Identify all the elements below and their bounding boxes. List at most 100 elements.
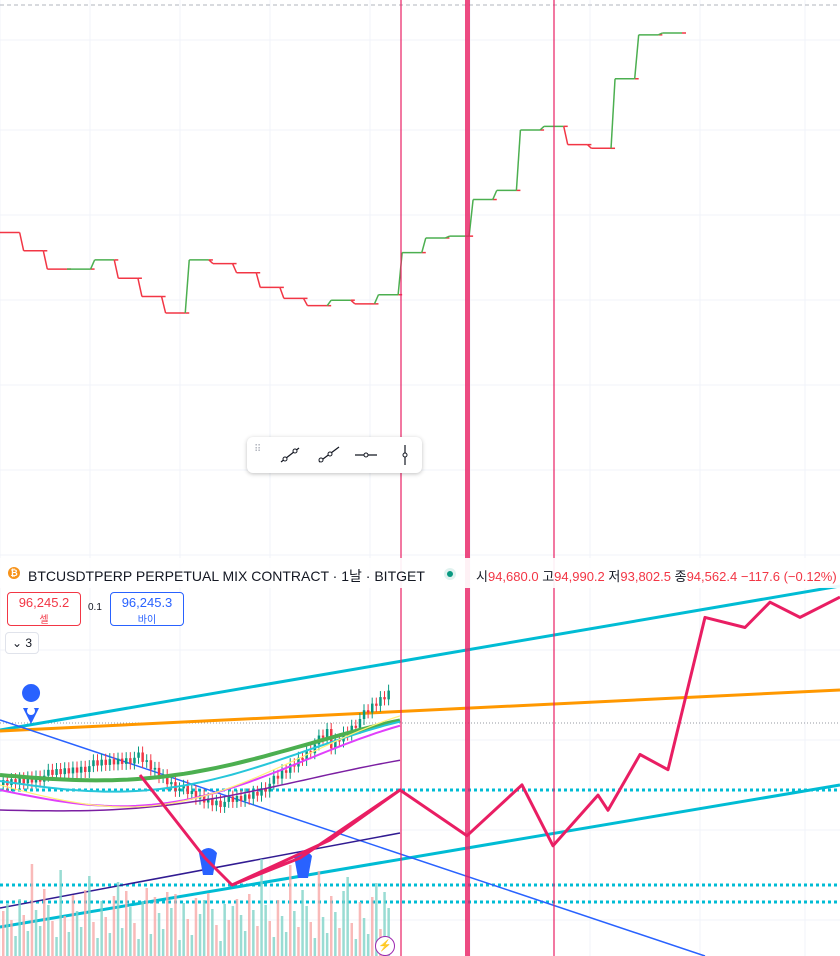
- candle-body-5: [22, 778, 25, 784]
- volume-bar-0: [2, 911, 5, 956]
- candle-body-58: [239, 796, 243, 801]
- candle-body-25: [104, 759, 107, 765]
- candle-body-74: [305, 751, 308, 760]
- candle-body-27: [112, 759, 116, 765]
- volume-bar-25: [104, 917, 107, 956]
- open-label: 시: [476, 569, 488, 584]
- volume-bar-2: [10, 920, 13, 956]
- volume-bar-77: [317, 871, 321, 956]
- volume-bar-23: [96, 938, 99, 956]
- lightning-icon[interactable]: ⚡: [375, 936, 395, 956]
- projection-path: [399, 595, 840, 848]
- volume-bar-17: [71, 895, 75, 956]
- ma-yellow: [0, 715, 401, 808]
- candle-body-57: [235, 796, 239, 802]
- step-riser-15: [350, 299, 356, 305]
- sell-price: 96,245.2: [18, 595, 70, 610]
- candle-body-54: [223, 801, 226, 807]
- volume-bar-64: [264, 905, 267, 956]
- volume-bar-72: [297, 927, 300, 956]
- location-pin-icon: [22, 684, 41, 702]
- volume-bar-90: [371, 897, 374, 956]
- symbol-legend: ₿ BTCUSDTPERP PERPETUAL MIX CONTRACT · 1…: [0, 562, 840, 588]
- candle-body-49: [202, 795, 206, 803]
- channel-lower-line: [0, 783, 840, 929]
- vertical-line-icon[interactable]: [392, 443, 418, 467]
- candle-body-83: [342, 732, 345, 742]
- buy-button[interactable]: 96,245.3 바이: [110, 592, 184, 626]
- candle-body-69: [284, 770, 288, 773]
- volume-bar-24: [100, 901, 103, 956]
- candle-body-90: [371, 703, 374, 713]
- volume-bar-12: [51, 921, 54, 956]
- step-riser-11: [255, 272, 261, 288]
- candle-body-15: [63, 768, 66, 775]
- candle-body-12: [51, 769, 54, 775]
- candle-body-61: [252, 791, 255, 799]
- indicators-collapse-button[interactable]: ⌄ 3: [5, 632, 39, 654]
- volume-bar-3: [14, 936, 17, 956]
- candle-body-33: [137, 752, 140, 758]
- volume-bar-54: [223, 904, 226, 956]
- volume-bar-63: [260, 859, 263, 956]
- orange-resistance-line: [0, 688, 840, 733]
- volume-bar-41: [170, 908, 173, 956]
- step-riser-7: [160, 296, 167, 314]
- step-riser-24: [562, 126, 569, 145]
- candle-body-45: [186, 785, 189, 794]
- candle-body-47: [194, 790, 198, 799]
- volume-bar-52: [215, 925, 218, 956]
- step-riser-6: [137, 278, 143, 297]
- volume-bar-82: [338, 928, 341, 956]
- volume-bar-76: [313, 938, 317, 956]
- volume-bar-4: [18, 899, 21, 956]
- step-riser-18: [421, 237, 427, 253]
- volume-bar-9: [38, 926, 42, 956]
- volume-bar-39: [161, 929, 165, 956]
- trend-line-icon[interactable]: [277, 443, 303, 467]
- volume-bar-69: [284, 932, 288, 956]
- step-riser-26: [610, 78, 616, 149]
- volume-bar-87: [358, 902, 362, 956]
- drag-handle-icon[interactable]: ⠿: [254, 444, 262, 455]
- candle-body-24: [100, 759, 103, 766]
- candle-body-30: [125, 758, 128, 764]
- ma-green: [0, 718, 401, 783]
- volume-bar-74: [305, 906, 308, 956]
- candle-body-29: [120, 758, 124, 764]
- candle-body-93: [383, 697, 386, 700]
- volume-bar-65: [268, 921, 271, 956]
- candle-body-62: [256, 791, 259, 796]
- volume-bar-71: [293, 911, 296, 956]
- step-riser-28: [658, 32, 663, 36]
- volume-bar-47: [194, 898, 198, 956]
- step-indicator-pane: [0, 32, 686, 314]
- candle-body-64: [264, 788, 267, 792]
- candle-body-11: [47, 769, 50, 776]
- volume-bar-20: [84, 890, 87, 956]
- step-riser-25: [586, 144, 592, 149]
- change-value: −117.6 (−0.12%): [740, 569, 837, 584]
- candle-body-79: [325, 729, 329, 738]
- volume-bar-28: [116, 882, 120, 956]
- volume-bar-58: [239, 915, 243, 956]
- candle-body-23: [96, 760, 99, 766]
- volume-bar-48: [198, 914, 202, 956]
- location-pin-dot: [27, 707, 35, 715]
- volume-bar-16: [67, 932, 71, 956]
- volume-bar-30: [125, 891, 128, 956]
- candle-body-44: [182, 785, 185, 789]
- close-value: 94,562.4: [686, 569, 738, 584]
- sell-button[interactable]: 96,245.2 셀: [7, 592, 81, 626]
- step-riser-22: [515, 129, 522, 191]
- volume-bar-37: [153, 897, 157, 956]
- candle-body-43: [178, 788, 181, 791]
- ray-icon[interactable]: [315, 443, 341, 467]
- symbol-title[interactable]: BTCUSDTPERP PERPETUAL MIX CONTRACT · 1날 …: [28, 568, 425, 584]
- volume-bar-91: [375, 883, 378, 956]
- step-riser-9: [208, 259, 214, 265]
- horizontal-ray-icon[interactable]: [353, 443, 379, 467]
- market-status-icon: [444, 568, 456, 580]
- step-riser-8: [184, 259, 190, 314]
